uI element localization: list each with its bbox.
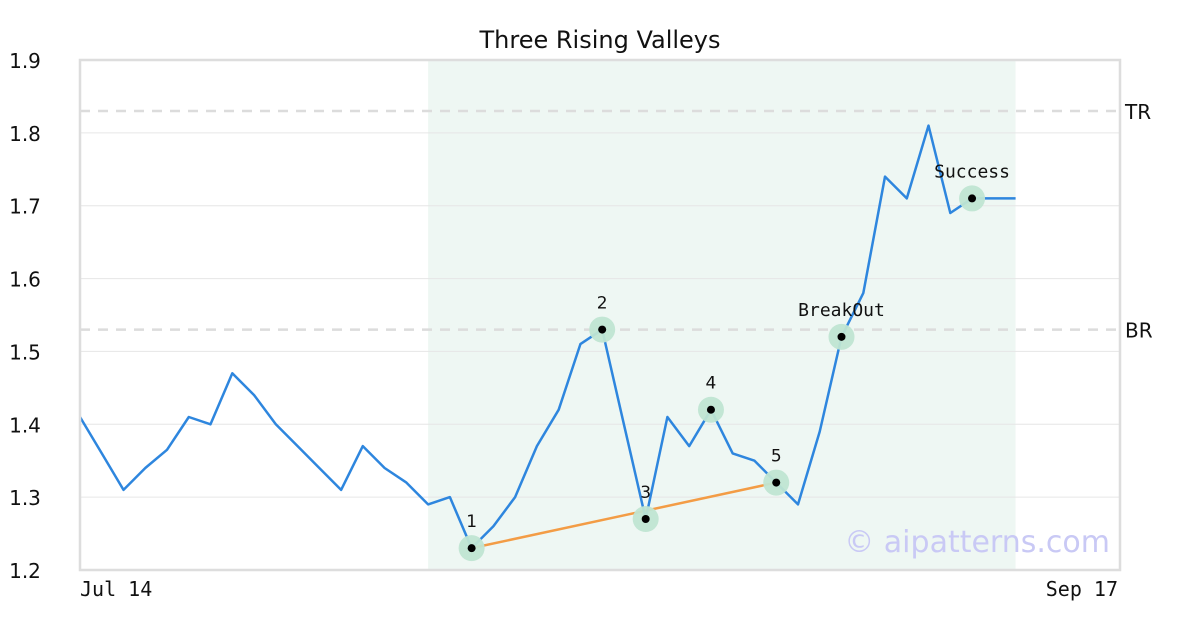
- marker-point-3: [641, 515, 650, 523]
- marker-label-3: 3: [640, 483, 651, 503]
- marker-label-1: 1: [466, 512, 477, 532]
- x-tick-label-end: Sep 17: [1046, 577, 1118, 601]
- chart-title: Three Rising Valleys: [478, 26, 720, 54]
- pattern-region: [428, 60, 1016, 570]
- price-series-line: [78, 124, 1016, 550]
- y-tick-label: 1.9: [9, 49, 41, 73]
- marker-point-2: [598, 325, 607, 334]
- watermark: © aipatterns.com: [844, 525, 1110, 560]
- marker-label-5: 5: [771, 447, 782, 467]
- marker-label-success: Success: [934, 161, 1010, 182]
- marker-point-breakout: [837, 332, 846, 341]
- marker-point-success: [968, 194, 977, 203]
- trend-line: [471, 481, 777, 550]
- x-tick-label-start: Jul 14: [80, 577, 152, 601]
- marker-label-breakout: BreakOut: [798, 300, 885, 321]
- y-tick-label: 1.7: [9, 195, 41, 219]
- marker-point-4: [706, 405, 715, 414]
- marker-label-4: 4: [706, 374, 717, 394]
- marker-point-5: [772, 478, 781, 487]
- y-tick-label: 1.5: [9, 340, 41, 364]
- y-tick-label: 1.2: [9, 559, 41, 583]
- y-tick-label: 1.8: [9, 122, 41, 146]
- marker-point-1: [467, 544, 476, 553]
- reference-label-br: BR: [1125, 319, 1153, 343]
- marker-label-2: 2: [597, 294, 608, 314]
- y-tick-label: 1.3: [9, 486, 41, 510]
- reference-label-tr: TR: [1124, 100, 1151, 124]
- y-tick-label: 1.6: [9, 268, 41, 292]
- y-tick-label: 1.4: [9, 413, 41, 437]
- plot-frame: [78, 58, 1122, 572]
